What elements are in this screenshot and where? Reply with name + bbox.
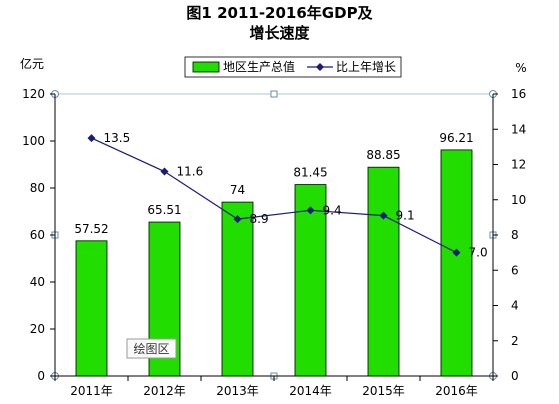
legend-swatch-bar: [192, 61, 220, 73]
chart-title-line2: 增长速度: [249, 24, 310, 42]
line-point: [306, 206, 315, 215]
line-series: [87, 134, 461, 257]
line-point: [160, 167, 169, 176]
y-left-tick-label: 0: [37, 369, 45, 383]
y-right-tick-label: 16: [511, 87, 526, 101]
x-tick-label: 2014年: [289, 384, 332, 398]
bar-value-label: 57.52: [74, 222, 108, 236]
y-right-tick-label: 2: [511, 334, 519, 348]
bar-value-label: 74: [230, 183, 245, 197]
bar-value-label: 81.45: [293, 166, 327, 180]
bar: [440, 149, 473, 377]
legend-label-line: 比上年增长: [336, 60, 396, 74]
bar: [221, 201, 254, 377]
y-right-tick-label: 8: [511, 228, 519, 242]
growth-line: [91, 137, 457, 254]
line-value-label: 11.6: [177, 165, 204, 179]
bar-value-label: 96.21: [439, 131, 473, 145]
axes: 0 20 40 60 80 100 120 0 2 4 6 8 10 12 14 16 亿元 % 2011年 2012…: [20, 56, 527, 398]
bar-value-label: 88.85: [366, 148, 400, 162]
plot-area-tooltip: 绘图区: [126, 338, 177, 359]
y-right-tick-label: 0: [511, 369, 519, 383]
legend: 地区生产总值 比上年增长: [184, 56, 402, 78]
y-left-tick-label: 80: [30, 181, 45, 195]
x-tick-label: 2016年: [435, 384, 478, 398]
x-tick-label: 2013年: [216, 384, 259, 398]
legend-box: [184, 56, 402, 78]
line-point: [87, 134, 96, 143]
y-right-tick-label: 6: [511, 263, 519, 277]
bar: [294, 184, 327, 377]
y-left-unit: 亿元: [20, 56, 44, 71]
y-right-tick-label: 10: [511, 193, 526, 207]
bar-value-label: 65.51: [147, 203, 181, 217]
legend-label-bar: 地区生产总值: [223, 59, 295, 74]
y-right-unit: %: [515, 61, 526, 75]
y-right-tick-label: 4: [511, 299, 519, 313]
y-right-tick-label: 12: [511, 158, 526, 172]
legend-swatch-marker: [316, 63, 324, 71]
y-left-tick-label: 100: [22, 134, 45, 148]
x-tick-label: 2015年: [362, 384, 405, 398]
line-value-label: 8.9: [250, 212, 269, 226]
bar-series: [75, 149, 473, 377]
x-tick-label: 2012年: [143, 384, 186, 398]
bar: [75, 240, 108, 377]
side-handle: [270, 90, 278, 98]
line-point: [379, 211, 388, 220]
line-point: [452, 248, 461, 257]
plot-area-label: 绘图区: [133, 341, 169, 356]
data-labels: 57.52 65.51 74 81.45 88.85 96.21 13.5 11.6 8.9 9.…: [74, 131, 487, 260]
y-left-tick-label: 60: [30, 228, 45, 242]
line-point: [233, 215, 242, 224]
line-value-label: 9.1: [396, 209, 415, 223]
line-value-label: 13.5: [104, 131, 131, 145]
y-left-tick-label: 120: [22, 87, 45, 101]
chart-title-line1: 图1 2011-2016年GDP及: [186, 4, 373, 22]
bar: [367, 166, 400, 377]
line-value-label: 7.0: [469, 246, 488, 260]
line-value-label: 9.4: [323, 203, 342, 217]
x-tick-label: 2011年: [70, 384, 113, 398]
y-right-tick-label: 14: [511, 122, 526, 136]
y-left-tick-label: 20: [30, 322, 45, 336]
y-left-tick-label: 40: [30, 275, 45, 289]
